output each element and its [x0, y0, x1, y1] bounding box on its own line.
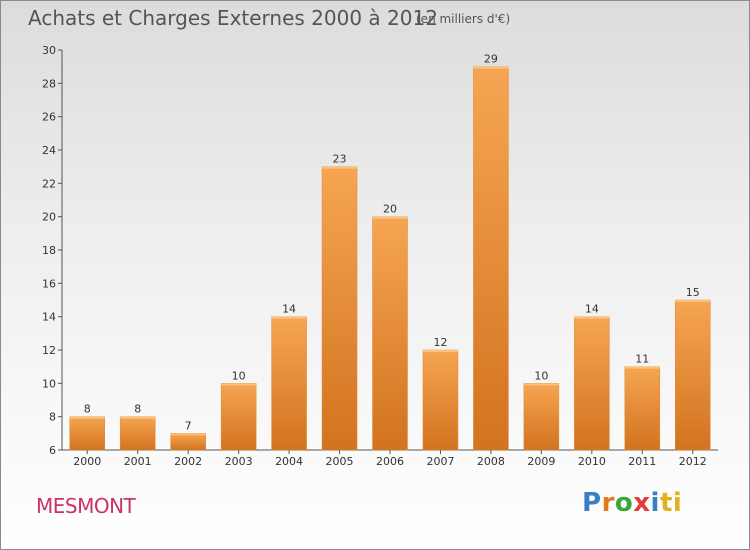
bar-value-label: 20: [383, 203, 397, 216]
y-tick-label: 8: [49, 411, 56, 424]
x-tick-label: 2007: [426, 455, 454, 468]
bar-top-highlight: [271, 316, 307, 319]
bar-value-label: 11: [635, 353, 649, 366]
bar: [624, 366, 661, 451]
x-tick-label: 2008: [477, 455, 505, 468]
logo-letter: x: [633, 488, 651, 518]
bar-top-highlight: [322, 166, 358, 169]
chart-unit: (en milliers d'€): [416, 12, 511, 26]
bar-top-highlight: [523, 383, 559, 386]
bar-value-label: 14: [585, 303, 599, 316]
bar: [321, 166, 358, 451]
x-tick-label: 2005: [326, 455, 354, 468]
y-tick-label: 24: [42, 144, 56, 157]
bar-top-highlight: [624, 366, 660, 369]
bar: [675, 299, 711, 451]
bar-top-highlight: [120, 416, 156, 419]
y-tick-label: 14: [42, 311, 56, 324]
bar-value-label: 23: [333, 153, 347, 166]
x-tick-label: 2010: [578, 455, 606, 468]
x-tick-label: 2011: [628, 455, 656, 468]
bar: [372, 216, 408, 451]
chart-title: Achats et Charges Externes 2000 à 2012: [28, 6, 438, 30]
bar: [473, 66, 509, 451]
bar-top-highlight: [372, 216, 408, 219]
bar: [69, 416, 105, 451]
bar: [220, 383, 257, 451]
bar-value-label: 10: [534, 369, 548, 382]
y-tick-label: 20: [42, 211, 56, 224]
bar: [422, 349, 459, 451]
bar-top-highlight: [69, 416, 105, 419]
x-tick-label: 2006: [376, 455, 404, 468]
y-tick-label: 26: [42, 111, 56, 124]
y-tick-label: 28: [42, 77, 56, 90]
y-tick-label: 6: [49, 444, 56, 457]
bar: [523, 383, 560, 451]
bar-value-label: 12: [433, 336, 447, 349]
bar-value-label: 15: [686, 286, 700, 299]
bar: [170, 433, 206, 451]
bar-value-label: 8: [84, 403, 91, 416]
y-tick-label: 30: [42, 44, 56, 57]
logo-letter: ti: [659, 488, 683, 518]
bar-value-label: 10: [232, 369, 246, 382]
bar-top-highlight: [574, 316, 610, 319]
x-tick-label: 2001: [124, 455, 152, 468]
y-tick-label: 10: [42, 377, 56, 390]
bar: [271, 316, 307, 451]
logo-letter: i: [650, 488, 660, 518]
bar-top-highlight: [170, 433, 206, 436]
logo-letter: o: [614, 488, 634, 518]
x-tick-label: 2012: [679, 455, 707, 468]
bar-value-label: 8: [134, 403, 141, 416]
x-tick-label: 2003: [225, 455, 253, 468]
bar-value-label: 29: [484, 53, 498, 66]
logo-letter: r: [601, 488, 615, 518]
x-tick-label: 2009: [527, 455, 555, 468]
bar-top-highlight: [422, 350, 458, 352]
y-tick-label: 18: [42, 244, 56, 257]
x-tick-label: 2004: [275, 455, 303, 468]
bar-value-label: 7: [185, 419, 192, 432]
y-tick-label: 12: [42, 344, 56, 357]
bar-value-label: 14: [282, 303, 296, 316]
bar: [574, 316, 610, 451]
bar-top-highlight: [221, 383, 257, 386]
y-tick-label: 22: [42, 177, 56, 190]
bar: [119, 416, 156, 451]
x-tick-label: 2000: [73, 455, 101, 468]
town-name: MESMONT: [36, 494, 136, 518]
proxiti-logo: Proxiti: [582, 488, 682, 518]
y-tick-label: 16: [42, 277, 56, 290]
x-tick-label: 2002: [174, 455, 202, 468]
bar-top-highlight: [675, 300, 711, 302]
logo-letter: P: [582, 488, 602, 518]
bar-top-highlight: [473, 66, 509, 69]
